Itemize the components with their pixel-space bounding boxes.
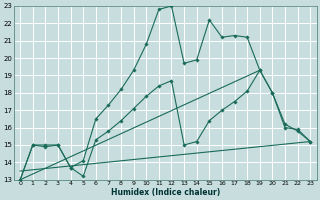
X-axis label: Humidex (Indice chaleur): Humidex (Indice chaleur) [111,188,220,197]
